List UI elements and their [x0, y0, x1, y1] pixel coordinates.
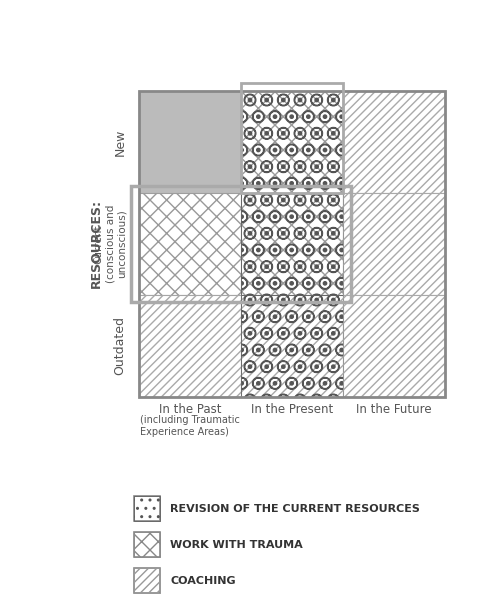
Bar: [342, 193, 444, 295]
Bar: [240, 193, 342, 295]
Bar: [139, 91, 444, 397]
Bar: [134, 532, 160, 557]
Bar: [240, 91, 342, 193]
Bar: [139, 295, 240, 397]
Bar: [134, 568, 160, 593]
Bar: [342, 295, 444, 397]
Bar: [240, 295, 342, 397]
Text: In the Present: In the Present: [250, 403, 332, 416]
Bar: [139, 193, 240, 295]
Bar: [134, 568, 160, 593]
Bar: [134, 496, 160, 521]
Text: RESOURCES:: RESOURCES:: [89, 200, 102, 288]
Bar: [240, 295, 342, 397]
Text: REVISION OF THE CURRENT RESOURCES: REVISION OF THE CURRENT RESOURCES: [170, 504, 419, 514]
Bar: [342, 91, 444, 193]
Text: Current
(conscious and
unconscious): Current (conscious and unconscious): [93, 204, 126, 283]
Bar: [139, 91, 240, 193]
Bar: [240, 295, 342, 397]
Bar: [240, 83, 342, 193]
Text: In the Past: In the Past: [158, 403, 221, 416]
Text: In the Future: In the Future: [355, 403, 430, 416]
Bar: [134, 496, 160, 521]
Bar: [240, 193, 342, 295]
Bar: [139, 193, 240, 295]
Bar: [130, 185, 350, 302]
Text: New: New: [114, 128, 126, 155]
Bar: [342, 295, 444, 397]
Bar: [342, 91, 444, 193]
Text: (including Traumatic
Experience Areas): (including Traumatic Experience Areas): [140, 415, 239, 436]
Text: COACHING: COACHING: [170, 575, 235, 586]
Bar: [139, 295, 240, 397]
Bar: [240, 91, 342, 193]
Bar: [342, 193, 444, 295]
Bar: [240, 91, 342, 193]
Text: WORK WITH TRAUMA: WORK WITH TRAUMA: [170, 540, 302, 550]
Text: Outdated: Outdated: [114, 316, 126, 375]
Bar: [240, 193, 342, 295]
Bar: [134, 532, 160, 557]
